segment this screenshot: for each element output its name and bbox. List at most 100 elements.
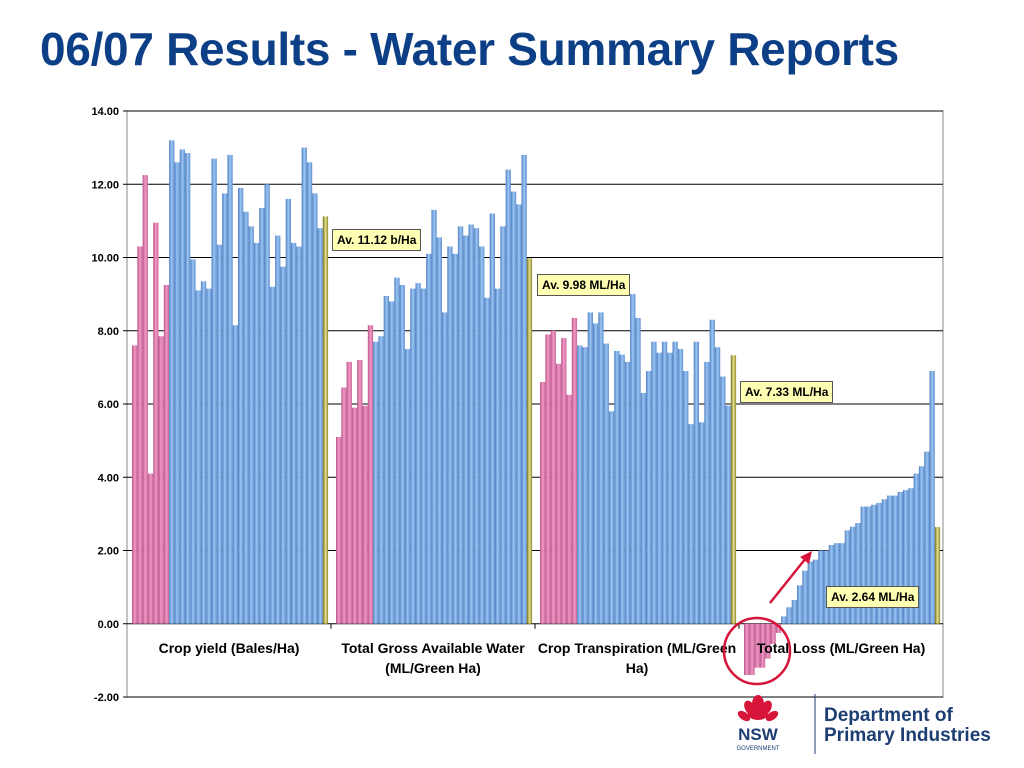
blue-bar xyxy=(415,283,421,624)
pink-bar xyxy=(357,360,363,624)
pink-bar xyxy=(158,336,164,624)
average-label: Av. 7.33 ML/Ha xyxy=(740,381,834,403)
category-label-text: Total Gross Available Water (ML/Green Ha… xyxy=(341,639,525,676)
blue-bar xyxy=(860,506,866,624)
blue-bar xyxy=(598,312,604,624)
blue-bar xyxy=(436,237,442,624)
pink-bar xyxy=(367,325,374,624)
blue-bar xyxy=(693,341,699,624)
blue-bar xyxy=(881,499,888,624)
blue-bar xyxy=(463,235,469,624)
blue-bar xyxy=(174,162,180,624)
blue-bar xyxy=(296,246,302,624)
blue-bar xyxy=(839,543,845,624)
blue-bar xyxy=(269,286,276,624)
blue-bar xyxy=(301,147,307,624)
blue-bar xyxy=(656,352,662,624)
blue-bar xyxy=(786,607,792,624)
average-bar xyxy=(730,355,737,624)
blue-bar xyxy=(812,559,819,624)
blue-bar xyxy=(903,490,909,624)
average-bar xyxy=(934,527,941,624)
blue-bar xyxy=(378,336,384,624)
blue-bar xyxy=(720,376,726,624)
blue-bar xyxy=(677,349,684,624)
blue-bar xyxy=(410,288,416,624)
nsw-logo: NSW GOVERNMENT xyxy=(728,688,1008,758)
blue-bar xyxy=(280,266,286,624)
blue-bar xyxy=(306,162,313,624)
category-label-text: Total Loss (ML/Green Ha) xyxy=(756,639,926,656)
pink-bar xyxy=(759,623,766,668)
blue-bar xyxy=(452,253,458,624)
pink-bar xyxy=(566,394,572,624)
blue-bar xyxy=(479,246,485,624)
average-bar xyxy=(322,216,329,624)
dept-line-1: Department of xyxy=(824,705,953,726)
pink-bar xyxy=(540,382,546,624)
blue-bar xyxy=(672,341,678,624)
department-name: Department of Primary Industries xyxy=(824,706,991,746)
blue-bar xyxy=(275,235,281,624)
blue-bar xyxy=(855,523,861,624)
blue-bar xyxy=(924,451,930,624)
blue-bar xyxy=(373,341,379,624)
y-tick-label: 6.00 xyxy=(98,399,119,411)
blue-bar xyxy=(291,242,297,624)
pink-bar xyxy=(336,436,342,624)
arrow-line xyxy=(769,557,807,604)
blue-bar xyxy=(312,193,318,624)
blue-bar xyxy=(577,345,583,624)
blue-bar xyxy=(582,347,588,624)
blue-bar xyxy=(828,545,835,624)
blue-bar xyxy=(179,149,185,624)
blue-bar xyxy=(420,288,427,624)
y-tick-label: 4.00 xyxy=(98,472,119,484)
blue-bar xyxy=(222,193,228,624)
pink-bar xyxy=(765,623,771,659)
blue-bar xyxy=(834,543,840,624)
blue-bar xyxy=(630,294,636,624)
blue-bar xyxy=(211,158,217,624)
blue-bar xyxy=(791,599,797,624)
pink-bar xyxy=(744,623,750,676)
dept-line-2: Primary Industries xyxy=(824,725,991,746)
blue-bar xyxy=(216,244,223,624)
blue-bar xyxy=(495,288,501,624)
blue-bar xyxy=(264,184,270,624)
blue-bar xyxy=(699,422,705,624)
blue-bar xyxy=(887,495,893,624)
blue-bar xyxy=(510,191,517,624)
blue-bar xyxy=(285,198,291,624)
blue-bar xyxy=(473,228,480,624)
category-label-text: Crop yield (Bales/Ha) xyxy=(158,639,300,656)
pink-bar xyxy=(163,284,170,624)
y-tick-label: 8.00 xyxy=(98,326,119,338)
y-tick-label: 10.00 xyxy=(91,253,119,265)
pink-bar xyxy=(749,623,755,676)
highlight-circle xyxy=(722,616,792,686)
blue-bar xyxy=(918,466,925,624)
logo-sub: GOVERNMENT xyxy=(736,746,779,752)
blue-bar xyxy=(688,424,694,624)
blue-bar xyxy=(608,411,615,624)
pink-bar xyxy=(555,363,562,624)
blue-bar xyxy=(521,154,527,624)
blue-bar xyxy=(908,488,914,624)
blue-bar xyxy=(929,371,935,624)
blue-bar xyxy=(457,226,464,624)
category-label: Crop yield (Bales/Ha) xyxy=(158,639,300,656)
blue-bar xyxy=(484,297,490,624)
blue-bar xyxy=(624,361,631,624)
blue-bar xyxy=(399,284,405,624)
blue-bar xyxy=(709,319,715,624)
blue-bar xyxy=(185,153,191,624)
blue-bar xyxy=(383,295,389,624)
blue-bar xyxy=(500,226,506,624)
blue-bar xyxy=(844,530,850,624)
blue-bar xyxy=(865,506,872,624)
blue-bar xyxy=(516,204,522,624)
blue-bar xyxy=(651,341,657,624)
pink-bar xyxy=(550,330,556,624)
arrow-head-icon xyxy=(800,551,812,564)
